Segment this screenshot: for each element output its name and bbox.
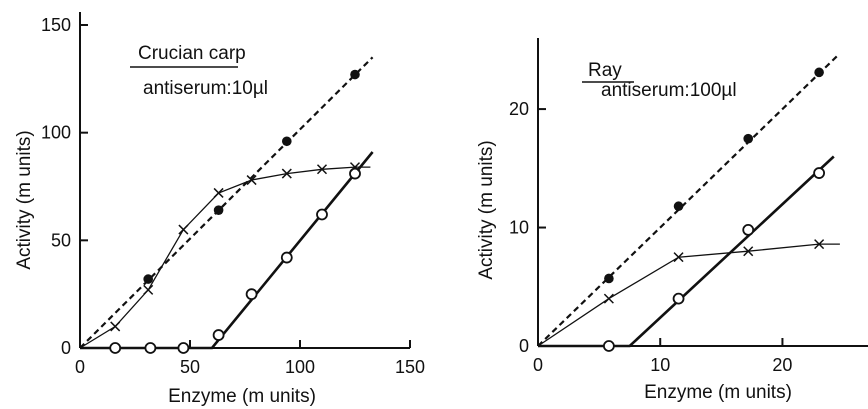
x-axis-label-left: Enzyme (m units)	[168, 386, 316, 407]
data-point-open	[349, 167, 361, 180]
chart-title-left: Crucian carp	[138, 43, 246, 64]
chart-title-right: Ray	[588, 60, 622, 81]
data-point-open	[602, 340, 615, 352]
data-point-x	[110, 321, 121, 332]
data-point-x	[213, 187, 224, 198]
x-tick-label: 20	[772, 355, 792, 375]
x-tick-label: 10	[650, 355, 670, 375]
data-point-open	[813, 167, 826, 179]
ticks-right: 0 10 20 0 10 20	[509, 99, 792, 375]
x-tick-label: 100	[285, 357, 315, 377]
data-point-open	[212, 329, 225, 341]
y-axis-label-right: Activity (m units)	[476, 140, 497, 279]
y-tick-label: 150	[41, 15, 71, 35]
data-point-open	[177, 342, 190, 354]
data-point-filled	[282, 136, 292, 147]
data-point-x	[281, 168, 292, 179]
x-axis-label-right: Enzyme (m units)	[644, 382, 792, 403]
data-point-x	[603, 293, 614, 304]
series-line-open-circle	[538, 155, 835, 348]
x-tick-label: 0	[533, 355, 543, 375]
series-line-x	[79, 166, 371, 349]
x-tick-label: 0	[75, 357, 85, 377]
y-tick-label: 10	[509, 218, 529, 238]
series-markers-left	[109, 69, 361, 354]
data-point-filled	[213, 205, 224, 215]
series-line-open-circle	[80, 151, 374, 350]
data-point-filled	[673, 201, 684, 212]
series-lines-left	[79, 56, 374, 350]
data-point-filled	[814, 67, 824, 78]
y-tick-label: 20	[509, 99, 529, 119]
data-point-x	[814, 239, 825, 250]
y-tick-label: 50	[51, 230, 71, 250]
x-tick-label: 150	[395, 357, 425, 377]
chart-ray: 0 10 20 0 10 20 Enzyme (m units) Activity (m …	[476, 38, 868, 403]
data-point-open	[280, 251, 293, 264]
data-point-x	[178, 224, 189, 235]
data-point-filled	[350, 69, 360, 80]
data-point-x	[673, 252, 684, 263]
y-tick-label: 0	[61, 338, 71, 358]
chart-subtitle-left: antiserum:10µl	[143, 78, 268, 99]
data-point-filled	[143, 274, 153, 284]
data-point-x	[743, 246, 754, 257]
chart-subtitle-right: antiserum:100µl	[601, 80, 737, 101]
y-tick-label: 100	[41, 123, 71, 143]
data-point-filled	[604, 273, 614, 284]
data-point-open	[742, 224, 755, 236]
y-axis-label-left: Activity (m units)	[14, 130, 35, 269]
series-markers-right	[602, 67, 826, 352]
data-point-filled	[743, 133, 754, 144]
data-point-open	[144, 342, 157, 354]
data-point-x	[316, 164, 328, 175]
data-point-open	[245, 288, 258, 301]
data-point-x	[349, 162, 361, 173]
ticks-left: 0 50 100 150 0 50 100 150	[41, 15, 425, 377]
data-point-open	[316, 208, 328, 221]
data-point-open	[672, 292, 685, 305]
chart-crucian-carp: 0 50 100 150 0 50 100 150 Enzyme (m units) Acti…	[14, 12, 425, 407]
series-lines-right	[537, 55, 840, 348]
y-tick-label: 0	[519, 336, 529, 356]
series-line-x	[537, 243, 840, 347]
series-line-filled-circle	[79, 56, 374, 349]
data-point-open	[109, 342, 122, 354]
data-point-x	[246, 175, 257, 186]
x-tick-label: 50	[180, 357, 200, 377]
data-point-x	[143, 284, 154, 295]
